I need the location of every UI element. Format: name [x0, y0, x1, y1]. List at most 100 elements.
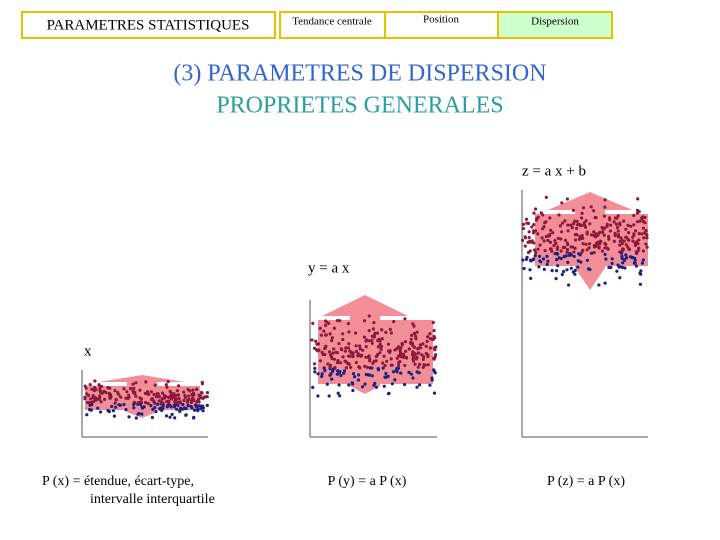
dot: [534, 251, 538, 255]
dot: [144, 380, 148, 384]
dot: [573, 238, 578, 242]
dot: [578, 223, 582, 227]
dot: [416, 351, 420, 355]
dot: [376, 352, 380, 357]
dot: [612, 239, 616, 243]
dot: [565, 268, 569, 272]
dot: [375, 331, 379, 335]
dot: [532, 211, 536, 215]
dot: [199, 404, 203, 408]
tab-label[interactable]: Tendance centrale: [292, 16, 372, 28]
dot: [412, 345, 417, 349]
dot: [316, 372, 320, 376]
dot: [143, 391, 147, 395]
dot: [188, 389, 192, 393]
dot: [544, 235, 548, 239]
dot: [580, 234, 584, 238]
section-label: PARAMETRES STATISTIQUES: [47, 17, 250, 33]
dot: [532, 257, 536, 261]
dot: [560, 201, 564, 205]
dot: [558, 224, 563, 228]
dot: [119, 395, 123, 399]
tab[interactable]: [384, 11, 499, 39]
dot: [328, 332, 332, 336]
dot: [388, 327, 392, 331]
dot: [162, 396, 166, 400]
dot: [562, 269, 566, 274]
dot: [382, 384, 386, 388]
dot: [571, 270, 575, 274]
dot: [386, 342, 391, 346]
dot: [136, 412, 140, 416]
panel-label: x: [84, 343, 92, 359]
dot: [609, 223, 613, 227]
dot: [337, 342, 341, 346]
dot: [603, 252, 607, 256]
dot: [132, 406, 136, 410]
dot: [182, 398, 186, 402]
dot: [327, 350, 332, 354]
dot: [433, 371, 437, 375]
dot: [150, 415, 154, 420]
dot: [400, 343, 404, 347]
dot: [389, 331, 393, 335]
dot: [89, 397, 93, 401]
dot: [325, 382, 329, 386]
tab[interactable]: [279, 11, 386, 39]
dot: [93, 379, 97, 383]
dot: [84, 386, 88, 390]
dot: [142, 405, 146, 409]
dot: [339, 373, 343, 378]
dot: [177, 384, 181, 388]
dot: [371, 327, 375, 331]
dot: [524, 217, 529, 221]
dot: [172, 403, 176, 407]
dot: [156, 402, 160, 406]
dot: [99, 391, 103, 395]
dot: [358, 366, 362, 370]
dot: [358, 347, 362, 351]
dot: [418, 383, 422, 387]
dot: [372, 321, 376, 325]
dot: [166, 403, 170, 408]
dot: [103, 397, 107, 401]
dot: [395, 347, 399, 351]
dot: [320, 374, 324, 379]
dot: [580, 216, 584, 220]
dot: [637, 246, 641, 250]
tab-label[interactable]: Position: [423, 14, 460, 26]
dot: [358, 344, 362, 348]
dot: [636, 242, 640, 246]
dot: [404, 349, 408, 353]
dot: [619, 236, 623, 240]
dot: [313, 370, 317, 374]
dot: [117, 393, 121, 397]
dot: [146, 401, 150, 406]
dot: [106, 386, 110, 390]
dot: [132, 386, 136, 390]
dot: [521, 222, 526, 226]
dot: [581, 242, 585, 246]
tab-active[interactable]: [497, 11, 613, 39]
dot: [576, 265, 580, 269]
dot: [138, 388, 142, 392]
dot: [354, 331, 358, 335]
dot: [624, 243, 628, 247]
dot: [645, 245, 649, 249]
tab-label[interactable]: Dispersion: [531, 16, 579, 28]
dot: [313, 366, 317, 370]
dot: [330, 377, 334, 381]
dot: [616, 214, 620, 218]
dot: [370, 338, 374, 342]
dot: [364, 339, 368, 343]
dot: [184, 413, 188, 417]
dot: [97, 383, 101, 387]
dot: [367, 339, 371, 343]
dot: [410, 353, 414, 357]
dot: [386, 392, 391, 396]
dot: [592, 209, 596, 213]
dot: [386, 374, 390, 378]
dot: [563, 219, 567, 223]
dot: [557, 213, 561, 217]
